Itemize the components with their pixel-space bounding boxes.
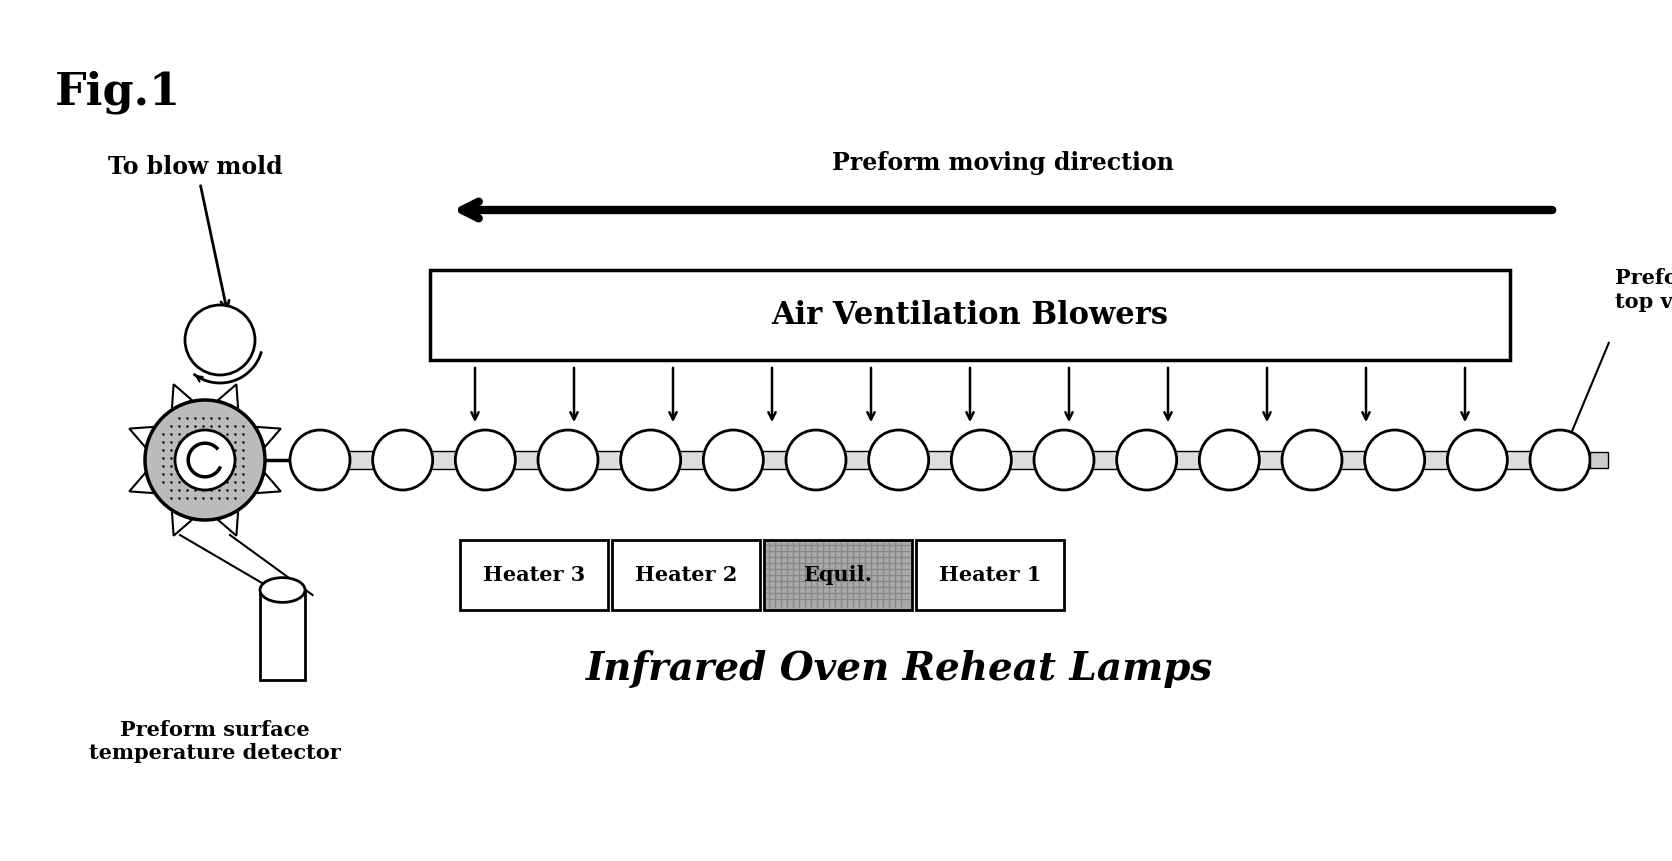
Text: Fig.1: Fig.1 xyxy=(55,70,181,114)
Bar xyxy=(513,451,540,469)
Circle shape xyxy=(176,430,236,490)
Bar xyxy=(612,540,761,610)
Polygon shape xyxy=(129,473,154,493)
Bar xyxy=(348,451,375,469)
Polygon shape xyxy=(217,384,237,409)
Bar xyxy=(764,540,911,610)
Circle shape xyxy=(538,430,599,490)
Bar xyxy=(916,540,1063,610)
Polygon shape xyxy=(256,427,281,447)
Text: Equil.: Equil. xyxy=(804,565,873,585)
Bar xyxy=(844,451,871,469)
Circle shape xyxy=(1033,430,1093,490)
Polygon shape xyxy=(172,384,192,409)
Text: Heater 3: Heater 3 xyxy=(483,565,585,585)
Text: Preform surface
temperature detector: Preform surface temperature detector xyxy=(89,720,341,763)
Bar xyxy=(261,590,304,680)
Text: Air Ventilation Blowers: Air Ventilation Blowers xyxy=(771,300,1169,331)
Circle shape xyxy=(951,430,1012,490)
Circle shape xyxy=(786,430,846,490)
Circle shape xyxy=(145,400,264,520)
Circle shape xyxy=(1530,430,1590,490)
Bar xyxy=(431,451,458,469)
Circle shape xyxy=(289,430,349,490)
Polygon shape xyxy=(172,511,192,536)
Circle shape xyxy=(1448,430,1508,490)
Text: Heater 2: Heater 2 xyxy=(635,565,737,585)
Circle shape xyxy=(455,430,515,490)
Circle shape xyxy=(373,430,433,490)
Bar xyxy=(1339,451,1366,469)
Text: Preform moving direction: Preform moving direction xyxy=(831,151,1174,175)
Bar xyxy=(1175,451,1202,469)
Circle shape xyxy=(1117,430,1177,490)
Text: To blow mold: To blow mold xyxy=(107,155,283,179)
Bar xyxy=(1505,451,1532,469)
Ellipse shape xyxy=(261,578,304,603)
Polygon shape xyxy=(129,427,154,447)
Text: Preform
top view: Preform top view xyxy=(1615,269,1672,312)
Circle shape xyxy=(620,430,681,490)
Bar xyxy=(430,270,1510,360)
Text: Heater 1: Heater 1 xyxy=(938,565,1042,585)
Bar xyxy=(761,451,788,469)
Text: Infrared Oven Reheat Lamps: Infrared Oven Reheat Lamps xyxy=(587,650,1214,688)
Bar xyxy=(1257,451,1284,469)
Circle shape xyxy=(869,430,928,490)
Circle shape xyxy=(1282,430,1343,490)
Bar xyxy=(1590,452,1608,468)
Bar xyxy=(1010,451,1037,469)
Bar xyxy=(1092,451,1119,469)
Bar xyxy=(679,451,706,469)
Bar xyxy=(595,451,622,469)
Bar xyxy=(1423,451,1450,469)
Bar xyxy=(460,540,609,610)
Circle shape xyxy=(1364,430,1425,490)
Circle shape xyxy=(1199,430,1259,490)
Polygon shape xyxy=(256,473,281,493)
Polygon shape xyxy=(217,511,237,536)
Circle shape xyxy=(704,430,764,490)
Bar xyxy=(926,451,953,469)
Circle shape xyxy=(186,305,256,375)
